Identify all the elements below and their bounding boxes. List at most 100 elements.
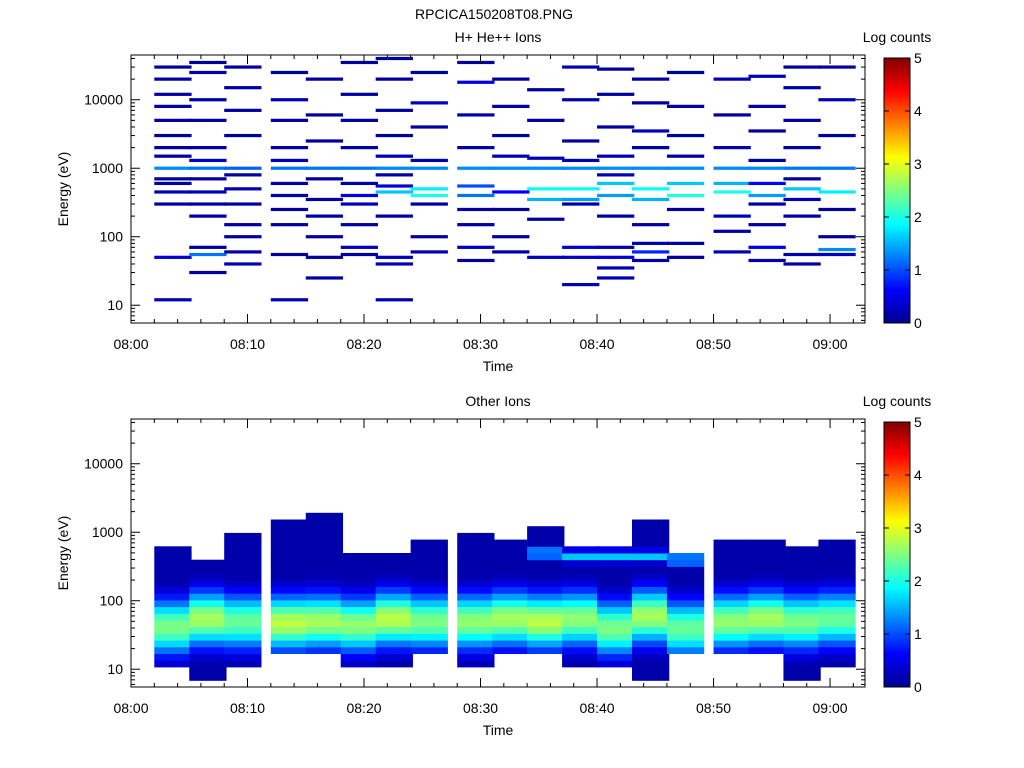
heatmap-cell [713,633,751,641]
heatmap-cell [189,620,227,628]
heatmap-cell [305,646,344,654]
heatmap-cell [666,70,705,75]
x-tick-label: 08:50 [696,336,731,352]
colorbar [883,421,911,688]
heatmap-cell [562,633,600,641]
heatmap-cell [340,60,378,65]
heatmap-cell [818,640,856,648]
heatmap-cell [492,77,530,81]
heatmap-cell [375,214,413,218]
heatmap-cell [783,593,821,601]
heatmap-cell [666,586,705,594]
heatmap-cell [189,177,227,181]
heatmap-cell [154,613,192,621]
heatmap-cell [224,86,262,90]
heatmap-cell [154,181,192,186]
heatmap-cell [305,519,344,527]
heatmap-cell [748,74,786,78]
heatmap-cell [818,586,856,594]
y-tick-label: 10 [107,297,123,313]
heatmap-cell [748,223,786,227]
heatmap-cell [410,586,448,594]
heatmap-cell [597,266,635,270]
heatmap-cell [224,559,262,567]
heatmap-cell [457,532,495,541]
figure-title: RPCICA150208T08.PNG [415,6,573,22]
heatmap-cell [270,559,309,567]
heatmap-cell [562,613,600,621]
heatmap-cell [631,660,670,668]
heatmap-cell [631,626,670,634]
y-tick-label: 100 [100,593,124,609]
heatmap-cell [631,101,670,105]
heatmap-cell [562,566,600,574]
heatmap-cells [154,56,856,302]
heatmap-cell [305,526,344,534]
colorbar-label: Log counts [863,29,932,45]
heatmap-cell [818,539,856,547]
heatmap-cell [818,646,856,654]
heatmap-cell [224,626,262,634]
heatmap-cell [713,613,751,621]
heatmap-cell [375,154,413,158]
heatmap-cell [713,593,751,601]
y-tick-label: 10 [107,661,123,677]
heatmap-cell [748,553,786,561]
heatmap-cell [527,118,565,122]
x-tick-label: 08:20 [346,700,381,716]
heatmap-cell [562,579,600,587]
heatmap-cell [154,633,192,641]
heatmap-cell [154,553,192,561]
heatmap-cell [457,586,495,594]
heatmap-cell [492,133,530,138]
heatmap-cell [631,546,670,554]
heatmap-cell [224,133,262,138]
heatmap-cell [783,146,821,150]
heatmap-cell [492,579,530,587]
heatmap-cell [527,579,565,587]
heatmap-cell [818,579,856,587]
heatmap-cell [224,202,262,206]
heatmap-cell [340,606,378,614]
colorbar-tick-label: 0 [914,315,922,331]
heatmap-cell [527,88,565,92]
heatmap-cell [457,626,495,634]
heatmap-cell [562,255,600,259]
heatmap-cell [713,214,751,218]
heatmap-cell [340,593,378,601]
heatmap-cell [713,113,751,117]
colorbar-tick-label: 1 [914,262,922,278]
colorbar-tick-label: 1 [914,626,922,642]
heatmap-cell [748,626,786,634]
heatmap-cell [562,620,600,628]
heatmap-cell [527,553,565,561]
heatmap-cell [340,92,378,96]
heatmap-cell [818,573,856,581]
heatmap-cell [340,566,378,574]
heatmap-cell [410,626,448,634]
heatmap-cell [562,559,600,567]
heatmap-cell [375,660,413,668]
y-tick-label: 1000 [92,160,123,176]
heatmap-cell [457,207,495,212]
heatmap-cell [189,245,227,249]
heatmap-cell [527,640,565,648]
heatmap-cell [562,553,600,561]
heatmap-cell [305,539,344,547]
heatmap-cell [375,599,413,608]
heatmap-cell [410,553,448,561]
heatmap-cell [154,559,192,567]
heatmap-cell [224,593,262,601]
heatmap-cell [783,653,821,661]
heatmap-cell [189,586,227,594]
heatmap-cell [818,546,856,554]
heatmap-cell [783,573,821,581]
x-axis-label: Time [483,722,514,738]
heatmap-cell [748,158,786,163]
heatmap-cell [189,573,227,581]
heatmap-cell [410,166,448,170]
heatmap-cell [818,553,856,561]
heatmap-cell [189,666,227,675]
heatmap-cell [457,223,495,227]
heatmap-cell [340,586,378,594]
